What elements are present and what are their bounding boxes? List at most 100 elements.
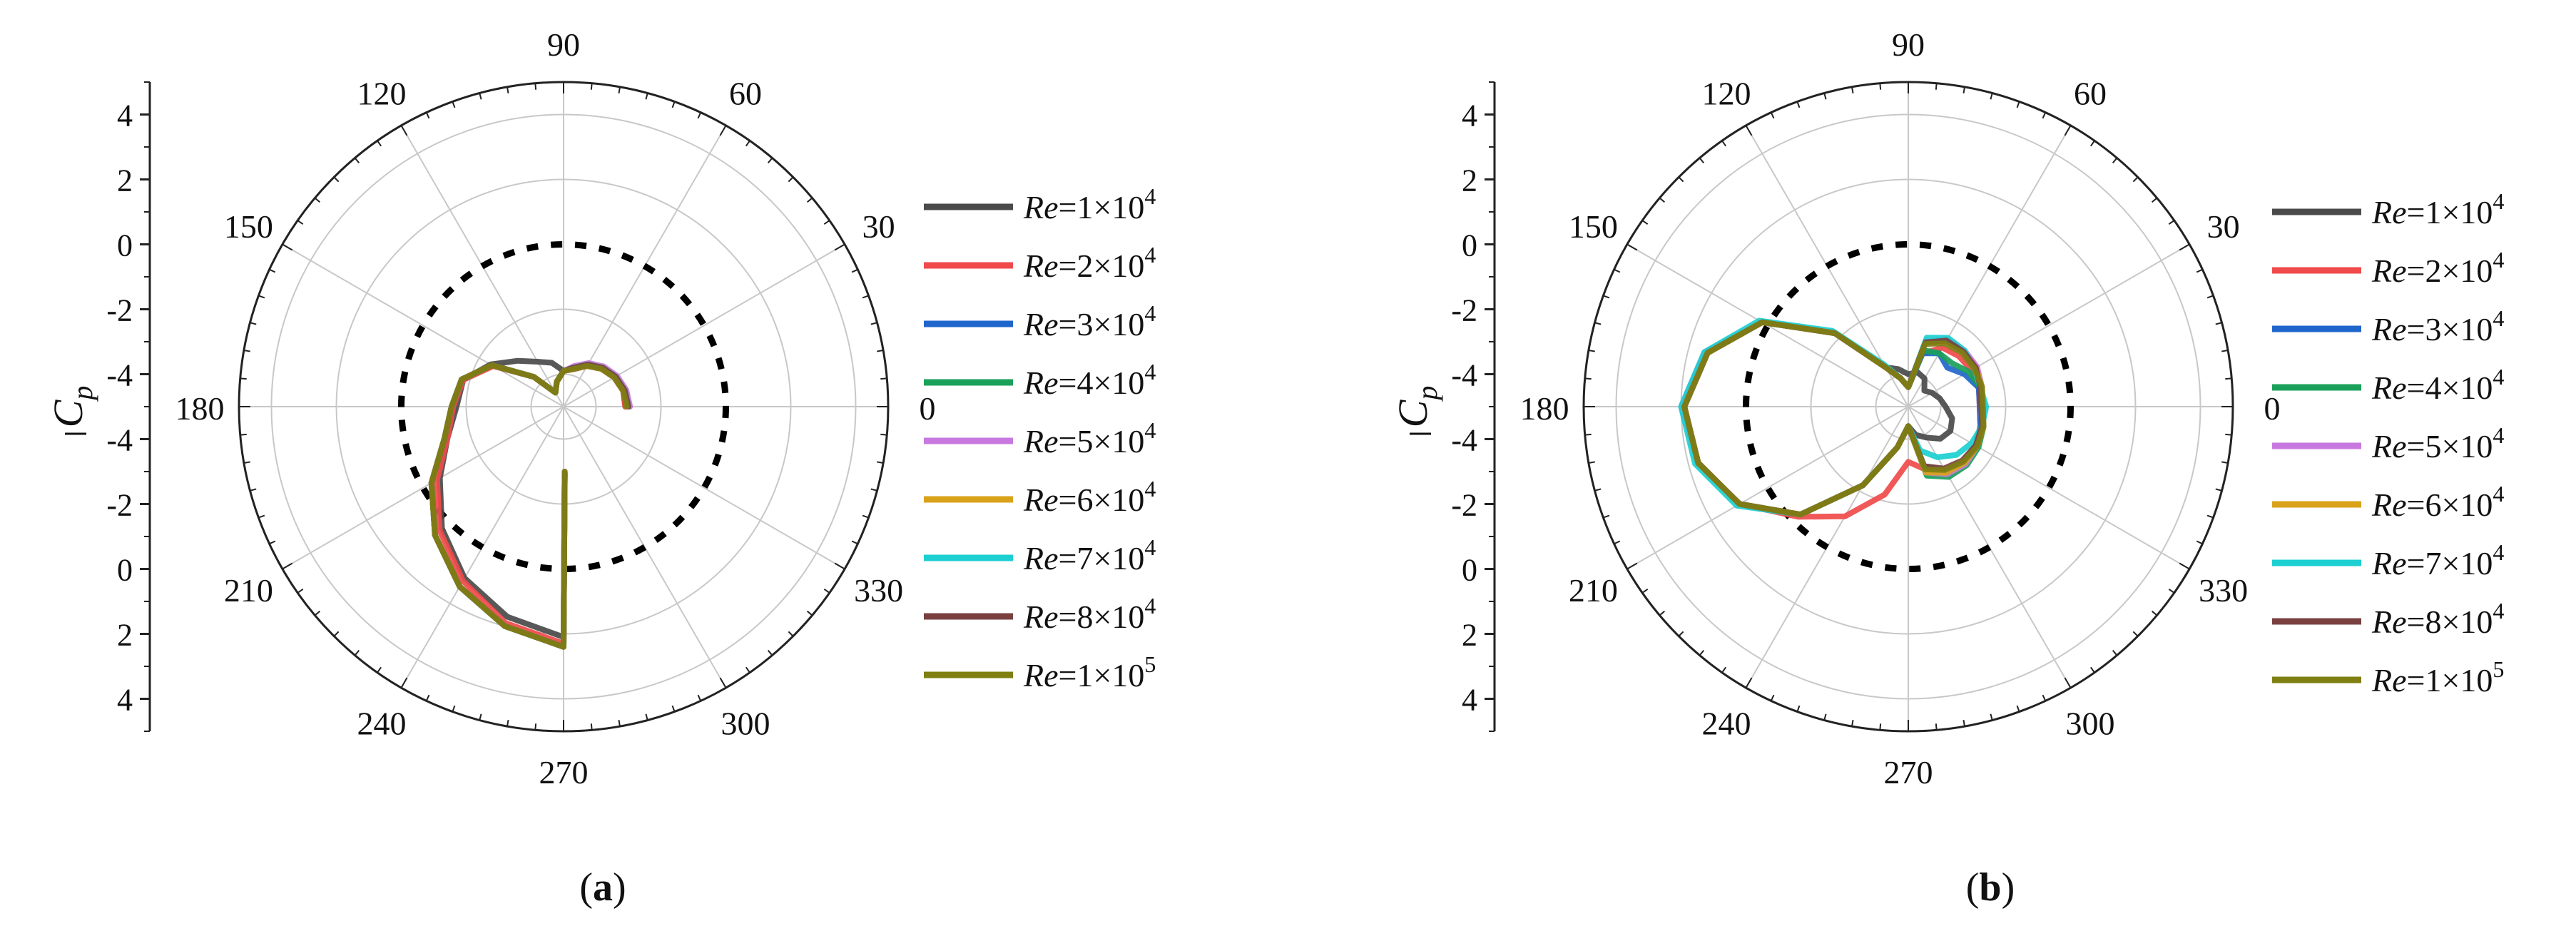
legend-prefix: Re [2371, 662, 2407, 698]
angle-tick [243, 350, 250, 352]
grid-spoke [1908, 406, 2190, 570]
angle-tick [377, 140, 382, 147]
angle-tick [1851, 720, 1854, 727]
radial-tick-label: 0 [117, 228, 133, 263]
angle-tick [534, 83, 537, 90]
radial-tick-label: 4 [1462, 98, 1477, 133]
legend-base: =3×10 [1059, 306, 1145, 342]
angle-tick [452, 101, 456, 108]
angle-tick [807, 610, 813, 616]
radial-axis-title-main: C [45, 399, 91, 427]
legend-prefix: Re [1023, 657, 1059, 693]
angle-tick [1935, 83, 1938, 90]
angle-tick [590, 83, 593, 90]
angle-tick [1770, 694, 1775, 701]
radial-axis: 4 2 0 -2 -4 -4 -2 0 2 4 Cp [45, 81, 151, 732]
legend-exponent: 4 [1144, 593, 1156, 619]
series-line-re7e4 [1678, 317, 1990, 518]
caption-open-paren: ( [1966, 865, 1980, 910]
angle-label-270: 270 [1884, 754, 1933, 790]
angle-tick [333, 176, 340, 183]
caption-close-paren: ) [613, 865, 626, 910]
angle-tick [862, 514, 869, 519]
angle-tick [400, 677, 408, 688]
chart-panel-b: 0306090120150180210240270300330420-2-4-4… [1390, 26, 2504, 910]
angle-tick [1935, 723, 1938, 731]
angle-label-210: 210 [224, 572, 273, 609]
angle-tick [2132, 176, 2139, 183]
angle-tick [1614, 540, 1621, 545]
angle-tick [2016, 101, 2020, 108]
angle-tick [2179, 562, 2190, 570]
angle-tick [2221, 350, 2229, 352]
legend-exponent: 4 [2493, 481, 2504, 507]
legend-exponent: 5 [2493, 656, 2504, 682]
radial-tick-label: -2 [106, 293, 133, 328]
angle-label-120: 120 [1702, 75, 1751, 111]
angle-tick [479, 93, 482, 100]
radial-axis-title: Cp [45, 386, 98, 428]
caption-close-paren: ) [2002, 865, 2015, 910]
legend-base: =5×10 [2407, 428, 2493, 464]
radial-axis-title: Cp [1390, 386, 1443, 428]
angle-tick [1745, 677, 1753, 688]
legend-exponent: 4 [1144, 300, 1156, 326]
angle-tick [671, 101, 676, 108]
angle-tick [2206, 514, 2214, 519]
grid-spoke [563, 243, 845, 407]
angle-tick [2089, 666, 2095, 673]
legend-base: =3×10 [2407, 311, 2493, 347]
angle-tick [1614, 268, 1621, 273]
legend-base: =4×10 [1059, 365, 1145, 401]
angle-label-300: 300 [2066, 706, 2115, 742]
angle-tick [1796, 101, 1801, 108]
angle-tick [788, 176, 794, 183]
angle-tick [1721, 140, 1727, 147]
legend-prefix: Re [2371, 311, 2407, 347]
angle-tick [1584, 433, 1592, 436]
angle-tick [2196, 268, 2203, 273]
legend-label: Re=8×104 [1023, 593, 1156, 635]
angle-label-240: 240 [1702, 706, 1751, 742]
legend-base: =1×10 [2407, 662, 2493, 698]
angle-tick [767, 157, 773, 163]
angle-tick [1626, 243, 1638, 251]
legend-label: Re=4×104 [1023, 359, 1156, 401]
legend-label: Re=6×104 [2371, 481, 2504, 523]
legend-base: =8×10 [2407, 604, 2493, 640]
angle-tick [1796, 705, 1801, 712]
angle-tick [250, 488, 257, 492]
angle-tick [1594, 488, 1602, 492]
angle-label-180: 180 [1520, 390, 1569, 427]
angle-tick [880, 377, 887, 380]
angle-tick [400, 125, 408, 136]
angle-tick [282, 243, 293, 251]
angle-tick [269, 540, 276, 545]
legend-label: Re=8×104 [2371, 598, 2504, 640]
angle-tick [2152, 610, 2158, 616]
angle-tick [1641, 588, 1649, 594]
angle-tick [1962, 720, 1965, 727]
legend-prefix: Re [1023, 482, 1059, 518]
angle-tick [834, 562, 845, 570]
legend-base: =5×10 [1059, 423, 1145, 459]
angle-tick [1823, 713, 1827, 721]
angle-tick [2042, 694, 2047, 701]
legend-prefix: Re [1023, 423, 1059, 459]
angle-tick [1626, 562, 1638, 570]
angle-tick [425, 694, 430, 701]
legend-label: Re=1×104 [1023, 183, 1156, 225]
caption-letter: b [1979, 865, 2001, 910]
legend-prefix: Re [1023, 365, 1059, 401]
legend-exponent: 4 [1144, 183, 1156, 209]
angle-tick [2112, 157, 2118, 163]
legend-prefix: Re [1023, 189, 1059, 225]
angle-tick [269, 268, 276, 273]
angle-tick [2206, 295, 2214, 299]
angle-tick [1594, 322, 1602, 325]
legend-label: Re=6×104 [1023, 476, 1156, 518]
angle-tick [1990, 93, 1993, 100]
legend-base: =2×10 [2407, 253, 2493, 289]
legend-base: =1×10 [2407, 194, 2493, 230]
